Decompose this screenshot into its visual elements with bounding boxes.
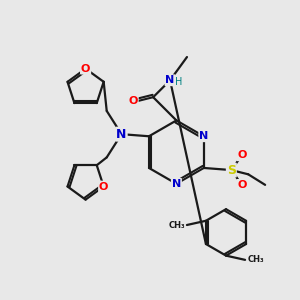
Text: H: H	[175, 77, 182, 87]
Text: O: O	[99, 182, 108, 191]
Text: CH₃: CH₃	[247, 255, 264, 264]
Text: N: N	[199, 131, 208, 141]
Text: N: N	[165, 75, 175, 85]
Text: N: N	[116, 128, 127, 141]
Text: O: O	[237, 180, 247, 190]
Text: N: N	[172, 179, 181, 189]
Text: O: O	[81, 64, 90, 74]
Text: CH₃: CH₃	[168, 220, 185, 230]
Text: S: S	[227, 164, 236, 177]
Text: O: O	[128, 96, 138, 106]
Text: O: O	[237, 150, 247, 160]
